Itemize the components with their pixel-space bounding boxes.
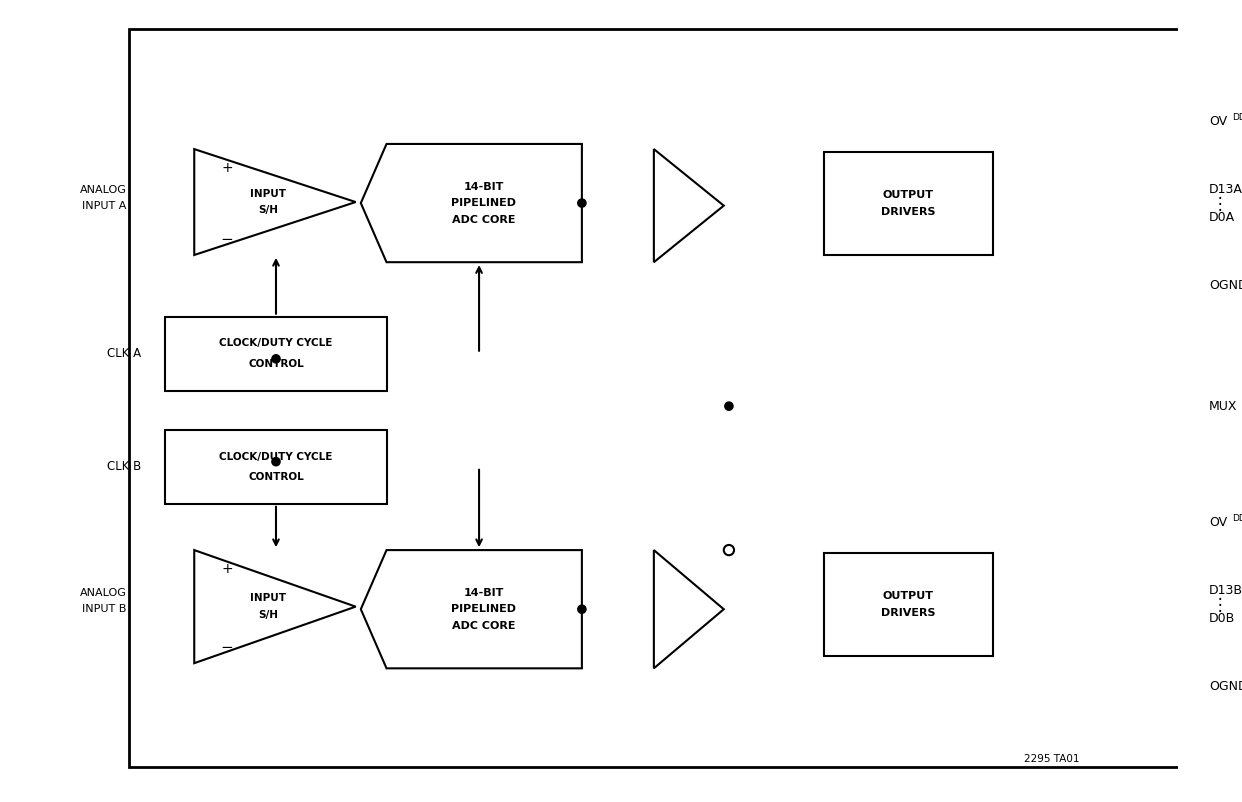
Text: CLK B: CLK B <box>107 460 142 473</box>
Text: CONTROL: CONTROL <box>248 359 304 369</box>
Text: INPUT A: INPUT A <box>82 200 125 211</box>
Text: DRIVERS: DRIVERS <box>881 207 935 217</box>
Text: INPUT B: INPUT B <box>82 604 125 614</box>
Text: −: − <box>221 232 233 247</box>
Text: 14-BIT: 14-BIT <box>463 588 504 597</box>
Text: INPUT: INPUT <box>251 188 286 199</box>
Text: CLK A: CLK A <box>107 347 142 360</box>
Text: ⋮: ⋮ <box>1211 195 1228 213</box>
Text: +: + <box>221 561 233 576</box>
Text: ADC CORE: ADC CORE <box>452 621 515 630</box>
Text: D13B: D13B <box>1208 584 1242 597</box>
Text: PIPELINED: PIPELINED <box>451 604 517 614</box>
Text: 14-BIT: 14-BIT <box>463 181 504 192</box>
Text: OV: OV <box>1208 516 1227 529</box>
Circle shape <box>272 354 281 363</box>
Text: DD: DD <box>1232 113 1242 122</box>
Text: OUTPUT: OUTPUT <box>883 190 934 200</box>
Text: D13A: D13A <box>1208 183 1242 196</box>
Text: ANALOG: ANALOG <box>81 589 127 598</box>
Text: MUX: MUX <box>1208 399 1237 413</box>
Circle shape <box>272 458 281 466</box>
Text: OV: OV <box>1208 115 1227 128</box>
Text: 2295 TA01: 2295 TA01 <box>1023 754 1079 764</box>
Text: ADC CORE: ADC CORE <box>452 214 515 225</box>
Text: CLOCK/DUTY CYCLE: CLOCK/DUTY CYCLE <box>220 452 333 461</box>
Circle shape <box>724 545 734 555</box>
Text: DD: DD <box>1232 514 1242 523</box>
Text: OGND: OGND <box>1208 279 1242 293</box>
Text: CONTROL: CONTROL <box>248 472 304 482</box>
Text: +: + <box>221 160 233 175</box>
Text: D0A: D0A <box>1208 212 1236 225</box>
Text: S/H: S/H <box>258 610 278 620</box>
Bar <box>165 317 386 391</box>
Text: OUTPUT: OUTPUT <box>883 591 934 602</box>
Text: CLOCK/DUTY CYCLE: CLOCK/DUTY CYCLE <box>220 338 333 348</box>
Circle shape <box>578 199 586 207</box>
Text: INPUT: INPUT <box>251 593 286 603</box>
Bar <box>165 430 386 504</box>
Circle shape <box>578 605 586 614</box>
Bar <box>823 553 994 656</box>
Text: S/H: S/H <box>258 205 278 215</box>
Text: DRIVERS: DRIVERS <box>881 608 935 618</box>
Text: OGND: OGND <box>1208 680 1242 694</box>
Text: PIPELINED: PIPELINED <box>451 198 517 208</box>
Text: ⋮: ⋮ <box>1211 596 1228 614</box>
Text: −: − <box>221 640 233 655</box>
Text: D0B: D0B <box>1208 613 1236 626</box>
Text: ANALOG: ANALOG <box>81 185 127 195</box>
Circle shape <box>725 402 733 411</box>
Bar <box>823 152 994 255</box>
